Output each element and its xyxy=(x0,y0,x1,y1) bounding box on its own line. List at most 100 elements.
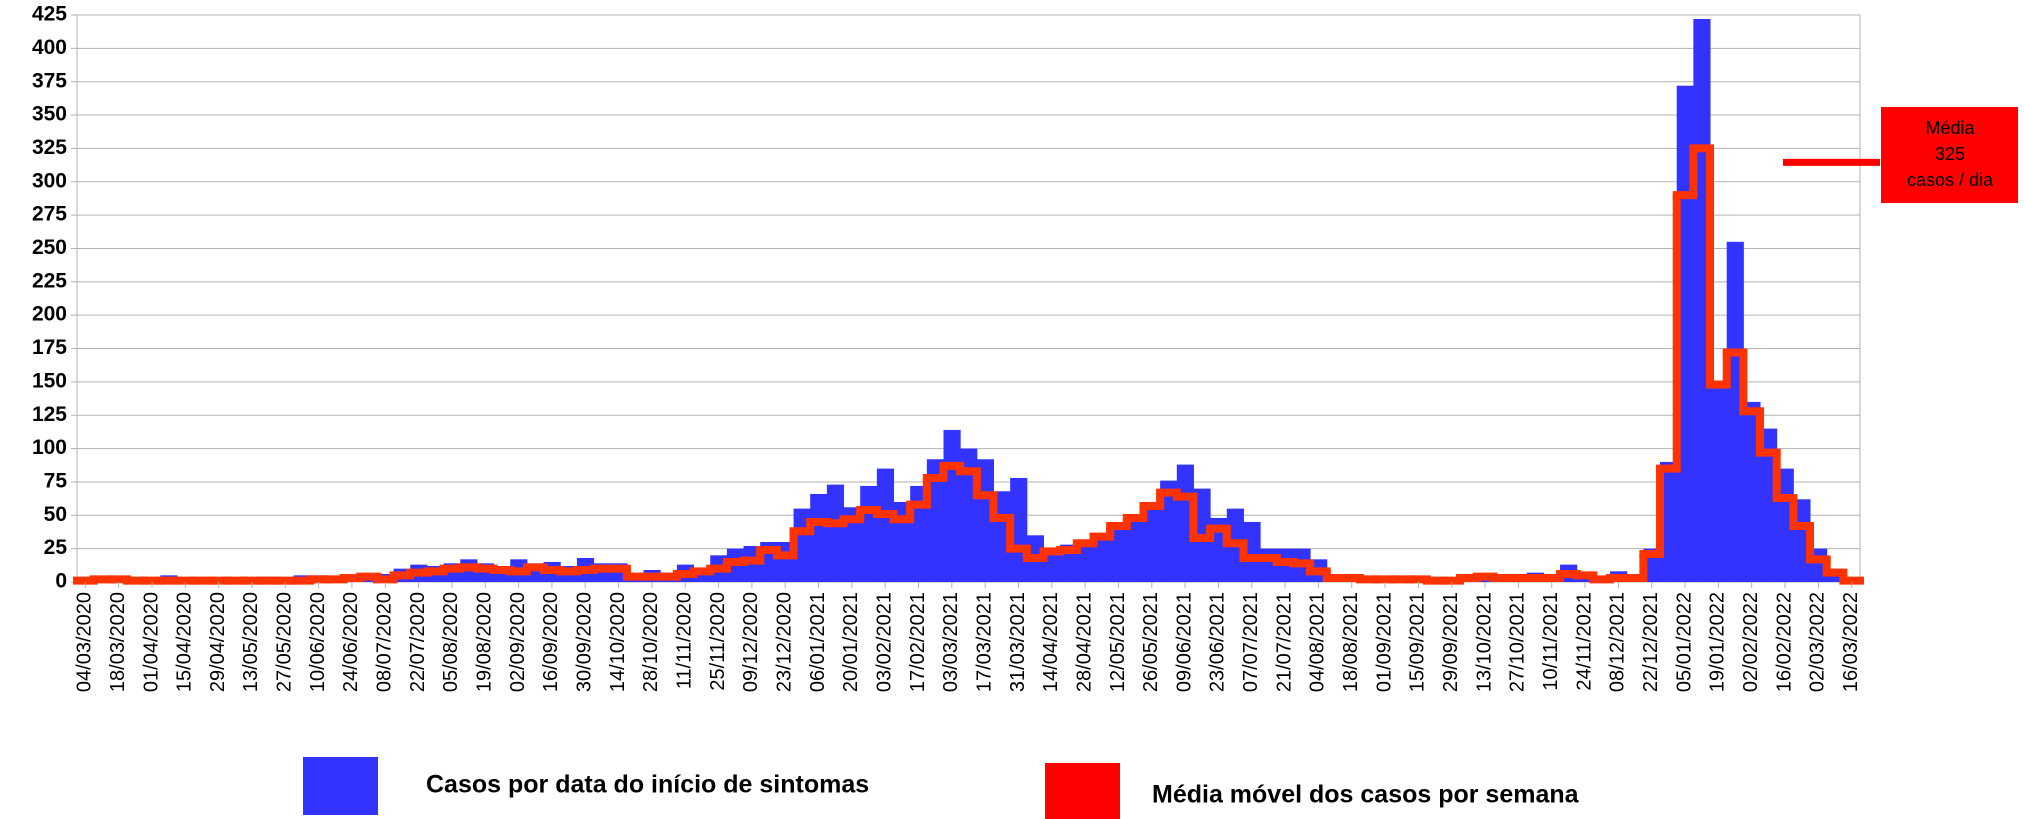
x-tick-label: 08/07/2020 xyxy=(374,592,396,692)
x-tick-label: 17/03/2021 xyxy=(973,592,995,692)
x-tick-label: 05/01/2022 xyxy=(1673,592,1695,692)
bar xyxy=(860,485,878,582)
x-tick-label: 22/07/2020 xyxy=(407,592,429,692)
x-tick-label: 23/12/2020 xyxy=(773,592,795,692)
y-tick-label: 0 xyxy=(55,570,67,593)
y-tick-label: 275 xyxy=(32,203,67,226)
y-tick-label: 400 xyxy=(32,36,67,59)
annotation-text: casos / dia xyxy=(1907,170,1994,190)
x-tick-label: 18/03/2020 xyxy=(107,592,129,692)
bar xyxy=(1060,544,1078,582)
x-tick-label: 16/02/2022 xyxy=(1773,592,1795,692)
x-tick-label: 27/10/2021 xyxy=(1507,592,1529,692)
x-tick-label: 19/08/2020 xyxy=(474,592,496,692)
x-tick-label: 30/09/2020 xyxy=(574,592,596,692)
annotation-text: Média xyxy=(1925,118,1975,138)
bar xyxy=(843,507,861,582)
bar xyxy=(1076,544,1094,582)
x-tick-label: 15/09/2021 xyxy=(1407,592,1429,692)
y-tick-label: 325 xyxy=(32,136,67,159)
x-tick-label: 19/01/2022 xyxy=(1707,592,1729,692)
legend-swatch xyxy=(1045,763,1120,819)
x-tick-label: 04/08/2021 xyxy=(1307,592,1329,692)
x-tick-label: 05/08/2020 xyxy=(440,592,462,692)
y-tick-label: 175 xyxy=(32,336,67,359)
x-tick-label: 16/09/2020 xyxy=(540,592,562,692)
x-tick-label: 26/05/2021 xyxy=(1140,592,1162,692)
x-tick-label: 31/03/2021 xyxy=(1007,592,1029,692)
bar xyxy=(926,459,945,582)
x-tick-label: 10/11/2021 xyxy=(1540,592,1562,691)
bar xyxy=(826,484,845,582)
x-tick-label: 02/03/2022 xyxy=(1807,592,1829,692)
bar xyxy=(910,485,928,582)
x-tick-label: 21/07/2021 xyxy=(1273,592,1295,692)
x-tick-label: 24/06/2020 xyxy=(340,592,362,692)
x-tick-label: 09/12/2020 xyxy=(740,592,762,692)
legend-label: Média móvel dos casos por semana xyxy=(1152,781,1580,809)
bar xyxy=(993,491,1011,582)
bar xyxy=(1160,480,1178,582)
x-tick-label: 27/05/2020 xyxy=(274,592,296,692)
bar xyxy=(1043,549,1061,582)
bar xyxy=(1726,241,1744,583)
y-tick-label: 225 xyxy=(32,269,67,292)
x-tick-label: 03/02/2021 xyxy=(873,592,895,692)
bar xyxy=(976,459,994,582)
legend-swatch xyxy=(303,757,378,815)
bar xyxy=(943,429,961,582)
y-tick-label: 200 xyxy=(32,303,67,326)
y-tick-label: 75 xyxy=(44,469,68,492)
y-tick-label: 150 xyxy=(32,369,67,392)
y-tick-label: 125 xyxy=(32,403,67,426)
x-tick-label: 15/04/2020 xyxy=(174,592,196,692)
bar xyxy=(1110,525,1128,582)
y-tick-label: 375 xyxy=(32,69,67,92)
x-tick-label: 29/04/2020 xyxy=(207,592,229,692)
bar xyxy=(1243,521,1261,582)
legend-label: Casos por data do início de sintomas xyxy=(426,771,869,799)
x-tick-label: 14/10/2020 xyxy=(607,592,629,692)
bar xyxy=(876,468,895,582)
y-tick-label: 50 xyxy=(44,503,67,526)
x-tick-label: 16/03/2022 xyxy=(1840,592,1862,692)
x-tick-label: 09/06/2021 xyxy=(1173,592,1195,692)
y-tick-label: 100 xyxy=(32,436,67,459)
y-tick-label: 350 xyxy=(32,103,67,126)
bar xyxy=(1143,501,1161,582)
x-tick-label: 14/04/2021 xyxy=(1040,592,1062,692)
x-tick-label: 10/06/2020 xyxy=(307,592,329,692)
x-tick-label: 06/01/2021 xyxy=(807,592,829,692)
x-tick-label: 01/09/2021 xyxy=(1373,592,1395,692)
x-tick-label: 13/05/2020 xyxy=(240,592,262,692)
bar xyxy=(810,493,828,582)
bar xyxy=(1660,461,1678,582)
x-tick-label: 07/07/2021 xyxy=(1240,592,1262,692)
y-tick-label: 250 xyxy=(32,236,67,259)
x-tick-label: 24/11/2021 xyxy=(1573,592,1595,691)
annotation-box xyxy=(1881,107,2018,203)
x-tick-label: 04/03/2020 xyxy=(74,592,96,692)
annotation-text: 325 xyxy=(1935,144,1965,164)
x-tick-label: 02/09/2020 xyxy=(507,592,529,692)
y-tick-label: 300 xyxy=(32,169,67,192)
bar xyxy=(1710,388,1728,582)
x-tick-label: 25/11/2020 xyxy=(707,592,729,691)
bar xyxy=(1126,515,1144,582)
x-tick-label: 29/09/2021 xyxy=(1440,592,1462,692)
x-tick-label: 13/10/2021 xyxy=(1473,592,1495,692)
x-tick-label: 17/02/2021 xyxy=(907,592,929,692)
x-tick-label: 03/03/2021 xyxy=(940,592,962,692)
x-tick-label: 28/10/2020 xyxy=(640,592,662,692)
x-tick-label: 01/04/2020 xyxy=(140,592,162,692)
x-tick-label: 23/06/2021 xyxy=(1207,592,1229,692)
x-tick-label: 20/01/2021 xyxy=(840,592,862,692)
x-tick-label: 08/12/2021 xyxy=(1607,592,1629,692)
bar xyxy=(1676,85,1694,582)
x-tick-label: 18/08/2021 xyxy=(1340,592,1362,692)
x-tick-label: 28/04/2021 xyxy=(1073,592,1095,692)
x-tick-label: 12/05/2021 xyxy=(1107,592,1129,692)
bar xyxy=(1093,533,1111,582)
x-tick-label: 02/02/2022 xyxy=(1740,592,1762,692)
